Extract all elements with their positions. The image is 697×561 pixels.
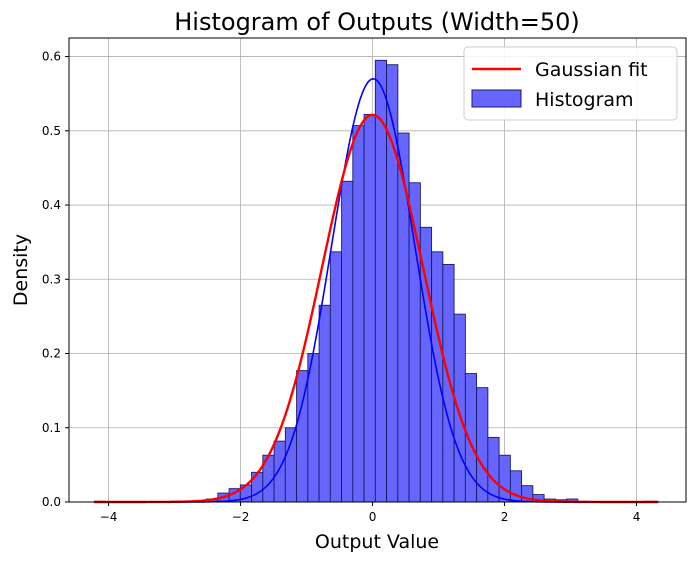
histogram-bar-19 [307,353,320,503]
plot-frame [68,37,687,503]
histogram-bar-24 [363,114,376,503]
y-tick-label-5: 0.5 [42,124,61,138]
histogram-bar-27 [397,132,410,503]
y-tick-label-2: 0.2 [42,347,61,361]
legend-label-histogram: Histogram [535,89,634,111]
x-tick-label-1: −2 [232,510,250,524]
histogram-bar-17 [284,427,298,503]
histogram-bar-29 [419,226,433,503]
legend: Gaussian fit Histogram [463,46,678,121]
x-tick-label-2: 0 [369,510,377,524]
y-tick-label-4: 0.4 [42,198,61,212]
histogram-bar-22 [341,180,354,503]
x-axis-title: Output Value [315,531,439,553]
y-axis-title: Density [10,234,32,306]
y-tick-label-0: 0.0 [42,495,61,509]
x-tick-label-0: −4 [100,510,118,524]
histogram-bar-16 [273,440,286,503]
y-axis-ticks: 0.0 0.1 0.2 0.3 0.4 0.5 0.6 [42,50,69,509]
histogram-bar-36 [498,454,511,503]
y-tick-label-1: 0.1 [42,421,61,435]
histogram-bar-30 [431,251,444,503]
legend-swatch-histogram [471,89,522,108]
y-tick-label-6: 0.6 [42,50,61,64]
chart-title: Histogram of Outputs (Width=50) [174,8,580,36]
histogram-bar-21 [329,251,343,503]
y-tick-label-3: 0.3 [42,272,61,286]
histogram-bar-26 [386,64,399,503]
histogram-bar-35 [487,436,500,503]
histogram-bar-31 [442,263,455,503]
histogram-bar-20 [318,304,331,503]
x-tick-label-3: 2 [501,510,509,524]
x-axis-ticks: −4 −2 0 2 4 [100,502,641,524]
legend-label-gaussian: Gaussian fit [535,59,648,81]
histogram-bar-23 [352,125,365,503]
x-tick-label-4: 4 [633,510,641,524]
histogram-bars [93,59,658,503]
histogram-bar-32 [453,313,466,503]
